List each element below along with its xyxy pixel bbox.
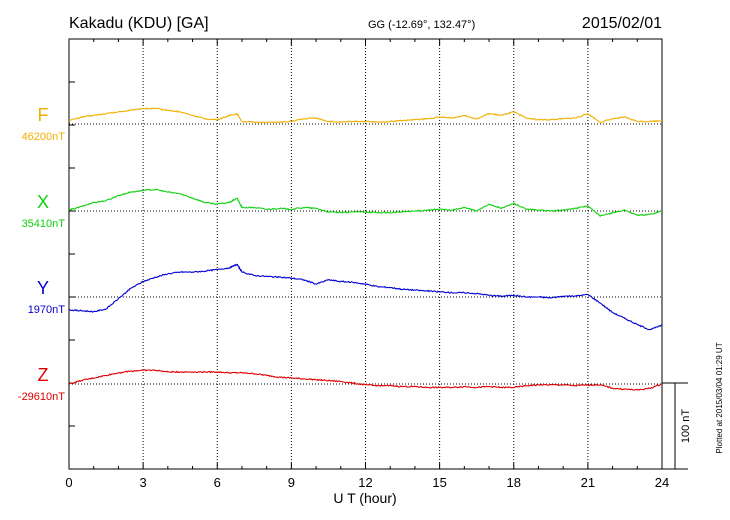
- x-axis-label: U T (hour): [333, 490, 396, 506]
- scale-bar-label: 100 nT: [680, 409, 692, 444]
- station-coords: GG (-12.69°, 132.47°): [368, 19, 475, 31]
- x-tick-label: 15: [432, 475, 446, 490]
- series-name-Z: Z: [38, 365, 49, 385]
- plot-date: 2015/02/01: [582, 15, 662, 32]
- series-line-Z: [68, 369, 662, 391]
- station-title: Kakadu (KDU) [GA]: [69, 15, 209, 32]
- x-tick-label: 0: [65, 475, 72, 490]
- plot-frame: [68, 38, 663, 470]
- x-tick-label: 6: [214, 475, 221, 490]
- series-baseline-Y: 1970nT: [28, 304, 66, 316]
- x-tick-label: 18: [507, 475, 521, 490]
- series-line-X: [68, 188, 663, 217]
- series-lines: [68, 107, 663, 391]
- series-baseline-X: 35410nT: [22, 218, 66, 230]
- x-tick-label: 21: [581, 475, 595, 490]
- series-name-Y: Y: [37, 278, 49, 298]
- series-line-Y: [68, 263, 663, 331]
- series-name-F: F: [38, 105, 49, 125]
- scale-bar: 100 nT: [662, 382, 692, 470]
- x-tick-label: 24: [655, 475, 669, 490]
- x-tick-label: 3: [140, 475, 147, 490]
- grid-lines: [69, 39, 662, 469]
- x-tick-label: 12: [358, 475, 372, 490]
- series-labels: F 46200nT X 35410nT Y 1970nT Z -29610nT: [18, 105, 65, 403]
- x-tick-label: 9: [288, 475, 295, 490]
- series-baseline-Z: -29610nT: [18, 391, 65, 403]
- series-line-F: [68, 107, 663, 124]
- series-name-X: X: [37, 192, 49, 212]
- plotted-at-note: Plotted at 2015/03/04 01:29 UT: [715, 342, 724, 453]
- x-axis: 0 3 6 9 12 15 18 21 24: [65, 39, 669, 490]
- series-baseline-F: 46200nT: [22, 131, 66, 143]
